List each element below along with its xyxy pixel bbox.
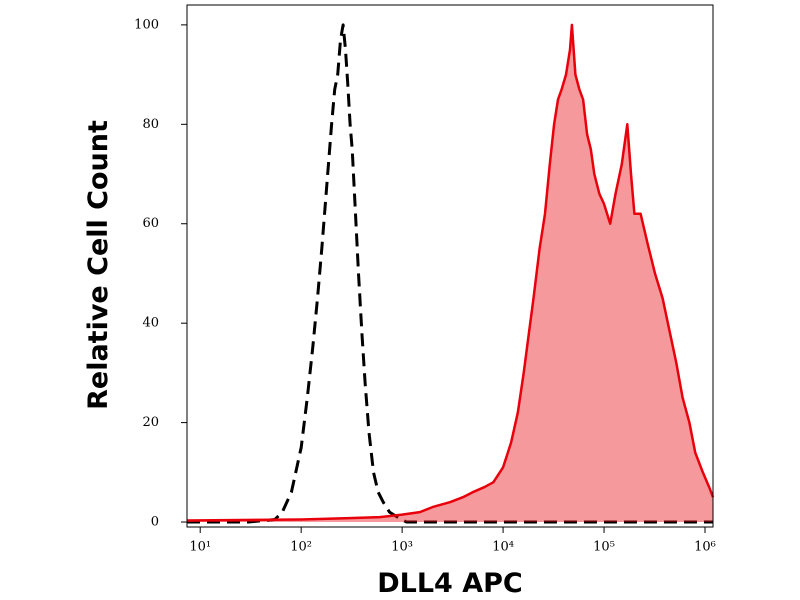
x-tick-label: 10³ (391, 540, 413, 555)
x-tick-label: 10² (290, 540, 312, 555)
x-tick-label: 10⁶ (694, 540, 716, 555)
dashed-line (187, 23, 713, 524)
plot-frame (186, 4, 714, 528)
x-tick-label: 10¹ (189, 540, 211, 555)
y-tick-label: 100 (134, 17, 159, 32)
y-tick-label: 20 (142, 415, 159, 430)
line (186, 23, 715, 522)
x-tick-label: 10⁵ (593, 540, 615, 555)
y-tick-label: 0 (151, 515, 159, 530)
y-tick-label: 80 (142, 117, 159, 132)
x-axis-title: DLL4 APC (377, 568, 523, 599)
x-tick-label: 10⁴ (492, 540, 514, 555)
y-tick-label: 60 (142, 216, 159, 231)
area-fill (187, 24, 713, 523)
y-tick-label: 40 (142, 316, 159, 331)
y-axis-title: Relative Cell Count (83, 120, 114, 410)
